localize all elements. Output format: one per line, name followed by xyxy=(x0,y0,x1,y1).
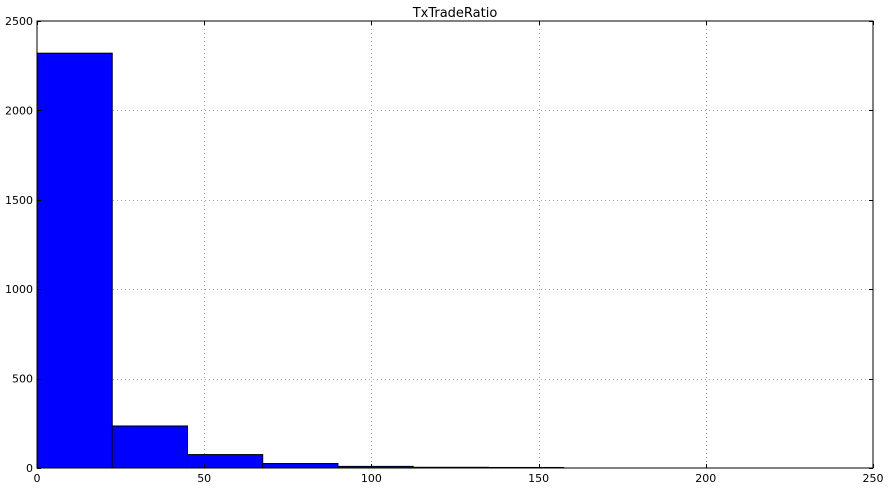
axis-ticks xyxy=(37,21,874,469)
grid-lines xyxy=(37,21,873,468)
y-tick-label-1: 500 xyxy=(12,373,33,386)
histogram-bar-1 xyxy=(111,425,188,469)
y-tick-label-5: 2500 xyxy=(5,15,33,28)
y-tick-label-3: 1500 xyxy=(5,194,33,207)
x-tick-label-5: 250 xyxy=(863,472,884,485)
chart-title: TxTradeRatio xyxy=(412,6,498,21)
y-tick-label-2: 1000 xyxy=(5,283,33,296)
x-tick-labels: 0 50 100 150 200 250 xyxy=(34,472,884,485)
x-tick-label-3: 150 xyxy=(528,472,549,485)
x-tick-label-1: 50 xyxy=(197,472,211,485)
y-tick-labels: 0 500 1000 1500 2000 2500 xyxy=(5,15,33,475)
bars xyxy=(36,52,565,469)
plot-frame xyxy=(36,20,874,469)
y-tick-label-0: 0 xyxy=(26,462,33,475)
x-tick-label-2: 100 xyxy=(361,472,382,485)
histogram-bar-0 xyxy=(36,52,113,469)
histogram-bar-3 xyxy=(262,463,339,469)
histogram-bar-2 xyxy=(186,454,264,469)
x-tick-label-4: 200 xyxy=(695,472,716,485)
x-tick-label-0: 0 xyxy=(34,472,41,485)
y-tick-label-4: 2000 xyxy=(5,104,33,117)
